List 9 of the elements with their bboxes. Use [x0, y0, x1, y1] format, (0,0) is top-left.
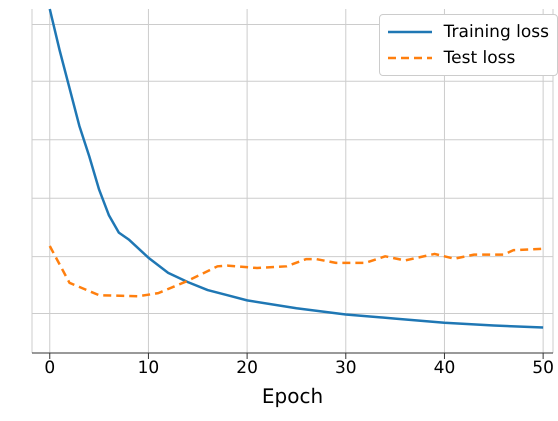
x-tick-label: 0 — [44, 358, 56, 378]
x-tick-label: 40 — [434, 358, 456, 378]
x-tick-label: 30 — [334, 358, 357, 378]
legend-label: Training loss — [444, 22, 549, 42]
x-tick-label: 10 — [138, 358, 160, 378]
x-axis-title: Epoch — [262, 384, 324, 408]
legend-label: Test loss — [444, 48, 516, 68]
x-tick-label: 50 — [532, 358, 554, 378]
x-tick-label: 20 — [236, 358, 258, 378]
